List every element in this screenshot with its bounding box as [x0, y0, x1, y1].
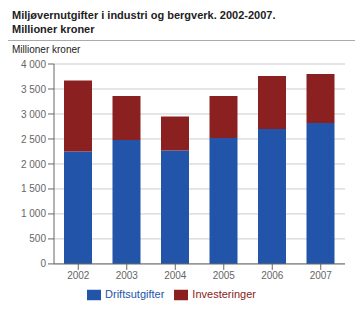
svg-text:500: 500	[29, 233, 46, 244]
svg-text:3 500: 3 500	[21, 84, 46, 95]
html-text:Millioner kroner: Millioner kroner	[12, 44, 81, 55]
svg-text:2007: 2007	[310, 270, 333, 281]
svg-text:1 500: 1 500	[21, 183, 46, 194]
svg-text:3 000: 3 000	[21, 109, 46, 120]
svg-text:2005: 2005	[213, 270, 236, 281]
svg-text:2004: 2004	[164, 270, 187, 281]
svg-text:1 000: 1 000	[21, 208, 46, 219]
svg-text:0: 0	[40, 258, 46, 269]
svg-text:2006: 2006	[261, 270, 284, 281]
html-text:Miljøvernutgifter i industri o: Miljøvernutgifter i industri og bergverk…	[12, 9, 276, 21]
html-text:Driftsutgifter: Driftsutgifter	[105, 287, 165, 300]
svg-text:2 500: 2 500	[21, 134, 46, 145]
svg-text:2002: 2002	[67, 270, 90, 281]
svg-text:4 000: 4 000	[21, 59, 46, 70]
svg-text:2 000: 2 000	[21, 159, 46, 170]
svg-text:2003: 2003	[116, 270, 139, 281]
html-text:Millioner kroner: Millioner kroner	[12, 23, 95, 35]
html-text:Investeringer: Investeringer	[192, 287, 256, 300]
